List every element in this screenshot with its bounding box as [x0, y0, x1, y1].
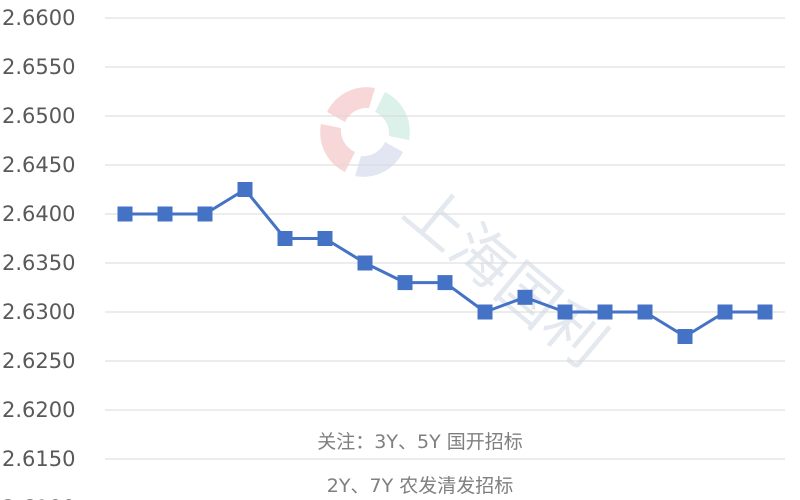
data-point — [397, 275, 413, 291]
watermark-logo-icon — [320, 87, 410, 177]
annotation-text: 2Y、7Y 农发清发招标 — [327, 475, 513, 497]
gridlines — [105, 17, 785, 460]
data-point — [277, 231, 293, 246]
y-tick-label: 2.6450 — [2, 153, 75, 177]
y-tick-label: 2.6550 — [2, 55, 75, 79]
data-point — [437, 275, 453, 291]
data-point — [717, 304, 733, 320]
watermark: 上海国利 — [320, 87, 619, 381]
y-tick-label: 2.6300 — [2, 300, 75, 324]
y-tick-label: 2.6500 — [2, 104, 75, 128]
data-point — [597, 304, 613, 320]
data-point — [237, 182, 253, 197]
data-point — [637, 304, 653, 320]
y-tick-label: 2.6400 — [2, 202, 75, 226]
data-point — [477, 304, 493, 320]
y-tick-label: 2.6100 — [2, 496, 75, 500]
data-point — [357, 255, 373, 271]
data-point — [317, 231, 333, 246]
data-point — [677, 329, 693, 344]
data-point — [197, 206, 213, 222]
data-point — [517, 289, 533, 305]
y-tick-label: 2.6350 — [2, 251, 75, 275]
y-tick-label: 2.6150 — [2, 447, 75, 471]
annotation-text: 关注：3Y、5Y 国开招标 — [317, 431, 522, 453]
data-point — [757, 304, 773, 320]
data-point — [557, 304, 573, 320]
series-layer — [117, 182, 773, 344]
annotations: 关注：3Y、5Y 国开招标 2Y、7Y 农发清发招标 — [317, 431, 522, 497]
y-axis-ticks: 2.6100 2.6150 2.6200 2.6250 2.6300 2.6350 2.64… — [2, 6, 75, 500]
watermark-text: 上海国利 — [390, 173, 619, 381]
y-tick-label: 2.6200 — [2, 398, 75, 422]
y-tick-label: 2.6250 — [2, 349, 75, 373]
data-point — [117, 206, 133, 222]
data-point — [157, 206, 173, 222]
y-tick-label: 2.6600 — [2, 6, 75, 30]
